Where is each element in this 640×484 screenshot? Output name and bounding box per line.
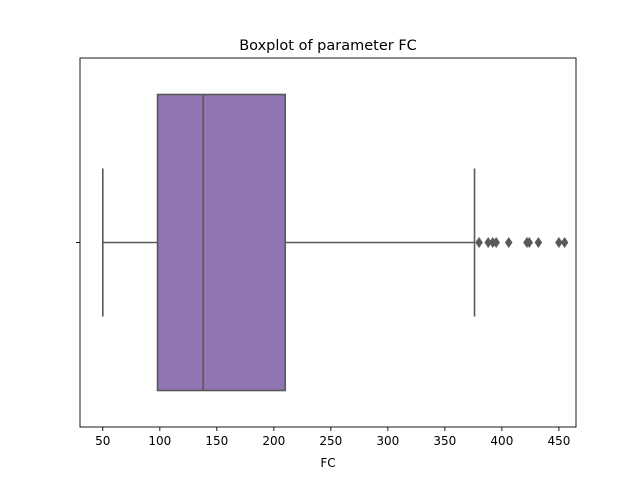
outlier-point [504, 236, 513, 249]
x-tick-label: 200 [262, 434, 285, 448]
iqr-box [156, 93, 287, 392]
outlier-point [534, 236, 543, 249]
x-axis-label: FC [320, 456, 335, 470]
outlier-point [555, 236, 563, 249]
chart-title: Boxplot of parameter FC [239, 38, 417, 54]
x-tick-label: 350 [433, 434, 456, 448]
outlier-point [492, 236, 500, 249]
x-tick-label: 100 [148, 434, 171, 448]
outlier-point [560, 236, 569, 249]
x-tick-label: 400 [490, 434, 513, 448]
outlier-point [525, 236, 534, 249]
x-tick-label: 50 [95, 434, 110, 448]
axes: 50 100 150 200 250 300 350 400 450 [76, 57, 577, 448]
x-tick-label: 150 [205, 434, 228, 448]
x-tick-label: 300 [376, 434, 399, 448]
plot-area [102, 93, 569, 392]
x-tick-label: 450 [547, 434, 570, 448]
x-tick-label: 250 [319, 434, 342, 448]
outlier-point [475, 236, 483, 249]
